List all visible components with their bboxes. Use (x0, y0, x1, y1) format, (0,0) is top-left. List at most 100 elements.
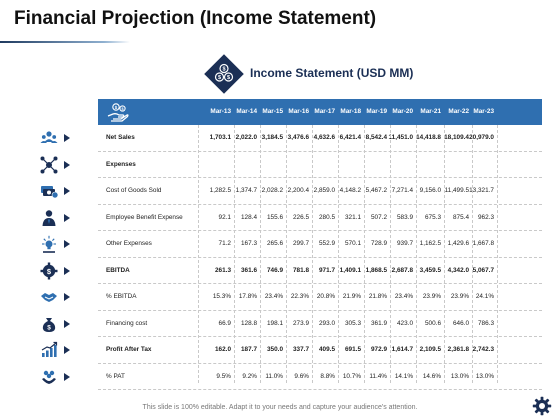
column-divider (198, 125, 199, 383)
row-icon-item (36, 125, 78, 152)
column-divider (444, 125, 445, 383)
row-label: Financing cost (106, 319, 148, 327)
table-row: Cost of Goods Sold 1,282.5 1,374.7 2,028.2 2… (98, 178, 542, 205)
table-cell: 22.3% (290, 293, 309, 300)
table-cell: 1,667.8 (472, 240, 494, 247)
table-cell: 21.9% (342, 293, 361, 300)
table-cell: 162.0 (215, 346, 231, 353)
table-cell: 4,632.6 (313, 134, 335, 141)
employee-icon (42, 209, 56, 226)
table-cell: 2,200.4 (287, 187, 309, 194)
table-cell: 2,687.8 (391, 266, 413, 274)
triangle-arrow-icon (64, 346, 70, 354)
table-cell: 1,162.5 (419, 240, 441, 247)
table-cell: 226.5 (293, 213, 309, 221)
row-icon-item (36, 152, 78, 179)
triangle-arrow-icon (64, 187, 70, 195)
table-cell: 17.8% (238, 293, 257, 300)
column-header: Mar-17 (314, 108, 335, 115)
table-cell: 13.0% (475, 372, 494, 380)
column-divider (260, 125, 261, 383)
page-title: Financial Projection (Income Statement) (14, 8, 377, 29)
column-divider (472, 125, 473, 383)
triangle-arrow-icon (64, 293, 70, 301)
svg-text:$: $ (47, 266, 52, 275)
svg-text:$: $ (227, 75, 230, 81)
table-cell: 875.4 (453, 213, 469, 221)
row-icon-item: $ (36, 311, 78, 338)
table-cell: 198.1 (267, 319, 283, 327)
row-icon-item (36, 205, 78, 232)
svg-text:$: $ (222, 67, 225, 73)
table-cell: 9.2% (242, 372, 257, 380)
table-cell: 962.3 (478, 213, 494, 221)
triangle-arrow-icon (64, 319, 70, 328)
table-cell: 4,148.2 (339, 187, 361, 194)
row-label: EBITDA (106, 266, 130, 274)
table-cell: 583.9 (397, 213, 413, 221)
table-cell: 23.9% (422, 293, 441, 300)
table-cell: 409.5 (319, 346, 335, 353)
table-cell: 1,614.7 (391, 346, 413, 353)
table-row: Financing cost 66.9 128.8 198.1 273.9 293.0 30… (98, 311, 542, 337)
table-cell: 187.7 (241, 346, 257, 353)
table-row: EBITDA 261.3 361.6 746.9 781.8 971.7 1,409.1 1,… (98, 258, 542, 284)
svg-text:$: $ (47, 324, 51, 331)
income-statement-table: $ $ Mar-13 Mar-14 Mar-15 Mar-16 Mar-17 Mar-18… (98, 99, 542, 390)
table-cell: 5,067.7 (472, 266, 494, 274)
column-header: Mar-22 (448, 108, 469, 115)
table-cell: 1,374.7 (235, 187, 257, 194)
table-cell: 1,703.1 (209, 134, 231, 141)
row-label: Cost of Goods Sold (106, 187, 162, 194)
column-divider (338, 125, 339, 383)
table-cell: 23.4% (394, 293, 413, 300)
money-icon (41, 186, 58, 199)
table-row: % EBITDA 15.3% 17.8% 23.4% 22.3% 20.8% 21.9% 21… (98, 284, 542, 311)
table-cell: 646.0 (453, 319, 469, 327)
table-cell: 6,421.4 (339, 134, 361, 141)
table-cell: 5,467.2 (365, 187, 387, 194)
table-cell: 786.3 (478, 319, 494, 327)
column-divider (364, 125, 365, 383)
table-cell: 20.8% (316, 293, 335, 300)
table-cell: 11.0% (265, 372, 283, 380)
column-header: Mar-15 (262, 108, 283, 115)
table-cell: 3,459.5 (419, 266, 441, 274)
table-cell: 261.3 (215, 266, 231, 274)
triangle-arrow-icon (64, 266, 70, 275)
table-cell: 11.4% (369, 372, 387, 380)
table-cell: 781.8 (293, 266, 309, 274)
table-cell: 7,271.4 (391, 187, 413, 194)
svg-text:$: $ (121, 107, 124, 111)
column-header: Mar-16 (288, 108, 309, 115)
table-row: Other Expenses 71.2 167.3 265.6 299.7 552.9 57… (98, 231, 542, 258)
footer-note: This slide is 100% editable. Adapt it to… (142, 404, 418, 411)
table-cell: 2,859.0 (313, 187, 335, 194)
table-cell: 265.6 (267, 240, 283, 247)
table-cell: 337.7 (293, 346, 309, 353)
triangle-arrow-icon (64, 240, 70, 248)
table-cell: 66.9 (218, 319, 231, 327)
table-cell: 10.7% (342, 372, 361, 380)
row-label: Employee Benefit Expense (106, 213, 183, 221)
table-cell: 746.9 (267, 266, 283, 274)
row-icon-item: $ (36, 258, 78, 285)
table-cell (464, 152, 494, 178)
table-cell: 280.5 (319, 213, 335, 221)
table-row: Expenses (98, 152, 542, 178)
table-cell: 321.1 (345, 213, 361, 221)
table-row: Employee Benefit Expense 92.1 128.4 155.6 22… (98, 205, 542, 231)
table-cell: 15.3% (212, 293, 231, 300)
table-cell: 299.7 (293, 240, 309, 247)
table-cell: 691.5 (345, 346, 361, 353)
table-cell: 361.6 (241, 266, 257, 274)
table-cell: 155.6 (267, 213, 283, 221)
table-cell: 939.7 (397, 240, 413, 247)
table-cell: 1,868.5 (365, 266, 387, 274)
table-cell: 1,429.6 (447, 240, 469, 247)
table-cell: 2,028.2 (261, 187, 283, 194)
row-label: Profit After Tax (106, 346, 152, 353)
column-header: Mar-21 (420, 108, 441, 115)
row-icon-item (36, 337, 78, 364)
table-cell: 273.9 (293, 319, 309, 327)
